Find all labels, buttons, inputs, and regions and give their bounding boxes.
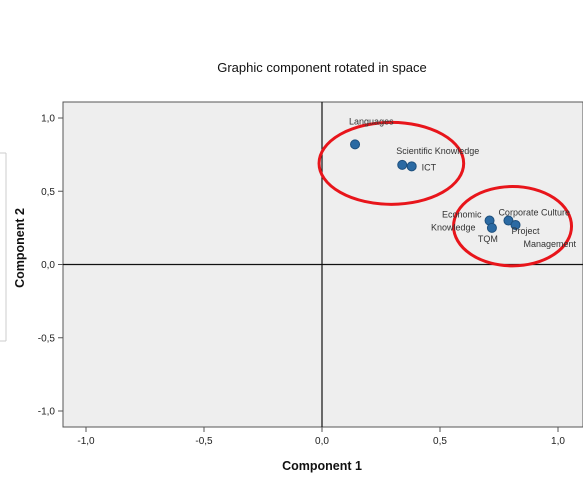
point-label: Scientific Knowledge — [396, 146, 479, 156]
point-label: Economic Knowledge — [431, 210, 482, 233]
data-point — [406, 161, 417, 172]
y-tick-label: 1,0 — [41, 114, 55, 125]
highlight-ellipse — [452, 185, 574, 268]
point-label-line: Knowledge — [431, 223, 476, 233]
chart-title: Graphic component rotated in space — [217, 60, 427, 75]
point-label: Corporate Culture — [498, 208, 570, 218]
point-label: Project Management — [512, 226, 577, 249]
point-label-line: Project — [512, 226, 541, 236]
point-labels: Languages Scientific Knowledge ICT Economic… — [349, 116, 577, 249]
point-label-line: Management — [524, 239, 577, 249]
y-tick-label: 0,0 — [41, 260, 55, 271]
data-point — [486, 222, 497, 233]
point-label: Languages — [349, 116, 394, 126]
data-point — [510, 219, 521, 230]
data-points — [350, 139, 521, 233]
x-axis-title: Component 1 — [282, 459, 362, 473]
x-tick-label: 0,0 — [315, 436, 329, 447]
x-tick-label: 1,0 — [551, 436, 565, 447]
point-label: ICT — [422, 162, 437, 172]
highlight-ellipse — [317, 120, 466, 206]
point-label-line: Economic — [442, 210, 482, 220]
axis-ticks: -1,0 -0,5 0,0 0,5 1,0 1,0 0,5 0,0 -0,5 -1,0 — [38, 114, 566, 448]
y-tick-label: -1,0 — [38, 407, 56, 418]
x-tick-label: -1,0 — [77, 436, 95, 447]
data-point — [503, 215, 514, 226]
data-point — [350, 139, 361, 150]
y-axis-title: Component 2 — [13, 208, 27, 288]
x-tick-label: 0,5 — [433, 436, 447, 447]
x-tick-label: -0,5 — [195, 436, 213, 447]
point-label: TQM — [478, 234, 498, 244]
y-tick-label: 0,5 — [41, 187, 55, 198]
highlight-ellipses — [317, 120, 574, 268]
data-point — [397, 159, 408, 170]
y-tick-label: -0,5 — [38, 333, 56, 344]
